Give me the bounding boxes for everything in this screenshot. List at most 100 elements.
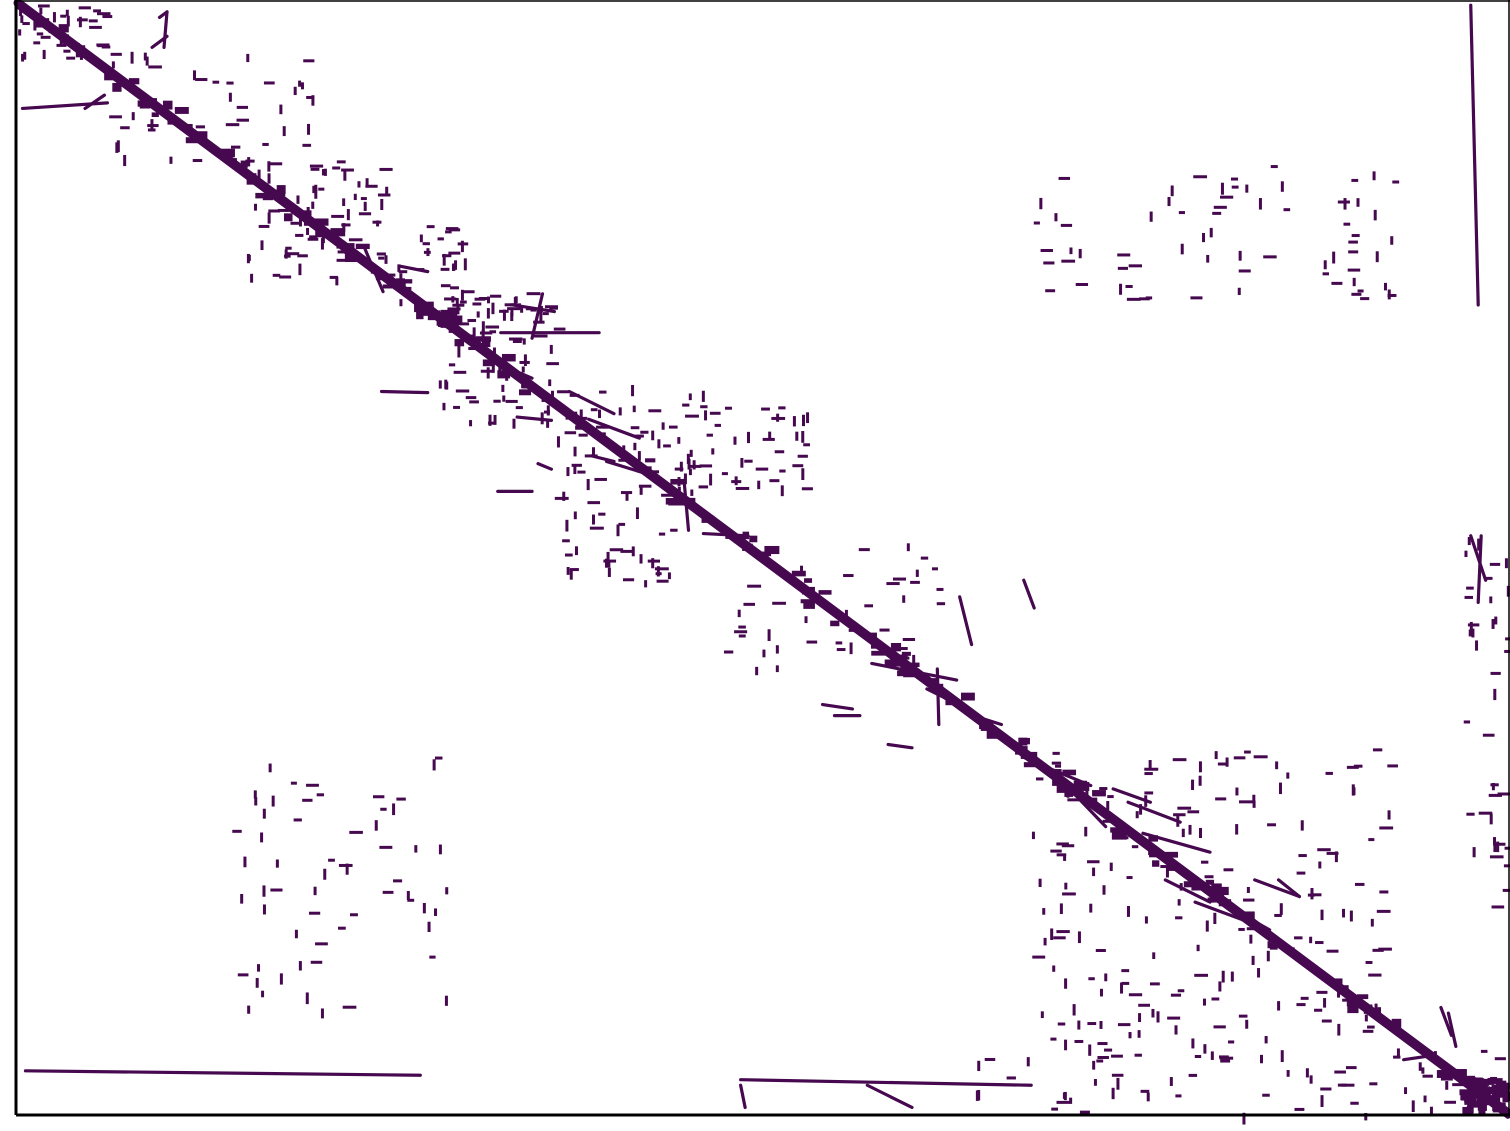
contact-point <box>1252 794 1256 803</box>
diagonal-blob <box>497 370 511 379</box>
contact-point <box>1205 920 1209 932</box>
contact-point <box>296 195 300 204</box>
contact-point <box>1194 973 1208 977</box>
diagonal-blob <box>240 160 248 168</box>
contact-point <box>639 554 643 564</box>
contact-point <box>1310 893 1322 897</box>
contact-point <box>1375 251 1379 263</box>
contact-point <box>365 184 378 188</box>
diagonal-blob <box>139 100 151 109</box>
diagonal-blob <box>800 599 816 604</box>
contact-point <box>78 16 82 28</box>
contact-point <box>1067 798 1082 802</box>
contact-point <box>1422 1074 1433 1078</box>
contact-point <box>36 32 44 36</box>
contact-point <box>307 237 319 241</box>
contact-point <box>633 442 637 451</box>
contact-point <box>1060 223 1073 227</box>
contact-point <box>1104 973 1108 982</box>
contact-point <box>455 297 459 305</box>
contact-point <box>1318 861 1322 869</box>
contact-point <box>314 187 318 199</box>
contact-point <box>275 859 279 868</box>
contact-point <box>377 193 391 197</box>
contact-point <box>1263 255 1277 259</box>
contact-point <box>1485 576 1493 580</box>
contact-point <box>1367 1025 1375 1029</box>
contact-segment <box>1446 1011 1458 1049</box>
contact-point <box>445 887 449 895</box>
diagonal-blob <box>637 466 652 472</box>
diagonal-blob <box>901 651 911 656</box>
contact-point <box>493 399 501 403</box>
contact-point <box>515 406 523 410</box>
contact-point <box>392 803 396 816</box>
axes-frame <box>14 0 1510 1117</box>
contact-segment <box>1022 578 1036 610</box>
diagonal-blob <box>980 726 989 731</box>
contact-point <box>1267 823 1277 827</box>
contact-point <box>709 473 713 486</box>
contact-point <box>21 53 25 62</box>
contact-segment <box>1402 1053 1436 1062</box>
contact-point <box>1149 982 1160 986</box>
diagonal-blob <box>1453 1069 1467 1077</box>
contact-point <box>1026 1057 1030 1067</box>
diagonal-blob <box>1218 899 1232 907</box>
contact-point <box>1038 878 1042 887</box>
contact-point <box>598 512 606 516</box>
contact-point <box>1170 993 1182 997</box>
contact-point <box>1370 1010 1381 1014</box>
contact-point <box>65 9 69 17</box>
diagonal-blob <box>174 106 189 114</box>
contact-point <box>1088 977 1095 981</box>
contact-point <box>268 209 281 213</box>
diagonal-blob <box>900 662 911 669</box>
contact-point <box>757 480 761 490</box>
diagonal-blob <box>1183 881 1196 888</box>
contact-point <box>618 407 622 416</box>
diagonal-blob <box>336 240 345 249</box>
contact-point <box>1372 171 1376 181</box>
contact-point <box>894 647 908 651</box>
contact-point <box>1217 762 1228 766</box>
contact-point <box>131 112 135 121</box>
contact-point <box>1298 854 1307 858</box>
contact-point <box>451 263 455 271</box>
contact-point <box>416 305 429 309</box>
contact-point <box>902 595 906 603</box>
contact-point <box>486 296 490 304</box>
contact-point <box>1160 865 1171 869</box>
contact-point <box>622 578 635 582</box>
contact-point <box>1064 882 1068 890</box>
diagonal-blob <box>162 100 173 110</box>
contact-point <box>902 638 916 642</box>
contact-point <box>1490 671 1501 675</box>
contact-point <box>502 309 506 321</box>
contact-point <box>445 230 452 234</box>
contact-point <box>594 477 607 481</box>
contact-point <box>1494 1057 1506 1061</box>
contact-point <box>42 49 46 60</box>
diagonal-blob <box>1436 1070 1450 1078</box>
diagonal-blob <box>565 411 578 420</box>
contact-point <box>1323 998 1327 1008</box>
contact-point <box>1062 892 1076 896</box>
contact-point <box>442 253 446 266</box>
contact-segment <box>83 93 107 111</box>
contact-point <box>1218 981 1222 992</box>
corner-cluster-point <box>1460 1093 1468 1101</box>
contact-point <box>1043 937 1047 946</box>
corner-cluster-point <box>1475 1091 1483 1099</box>
contact-point <box>228 92 232 102</box>
contact-point <box>700 405 708 409</box>
contact-point <box>1050 1037 1057 1041</box>
contact-segment <box>958 595 974 647</box>
contact-point <box>747 431 751 444</box>
contact-point <box>792 416 796 427</box>
contact-point <box>1300 996 1309 1000</box>
diagonal-blob <box>104 71 117 81</box>
contact-point <box>1235 787 1239 796</box>
contact-point <box>279 275 292 279</box>
contact-point <box>1213 205 1227 209</box>
